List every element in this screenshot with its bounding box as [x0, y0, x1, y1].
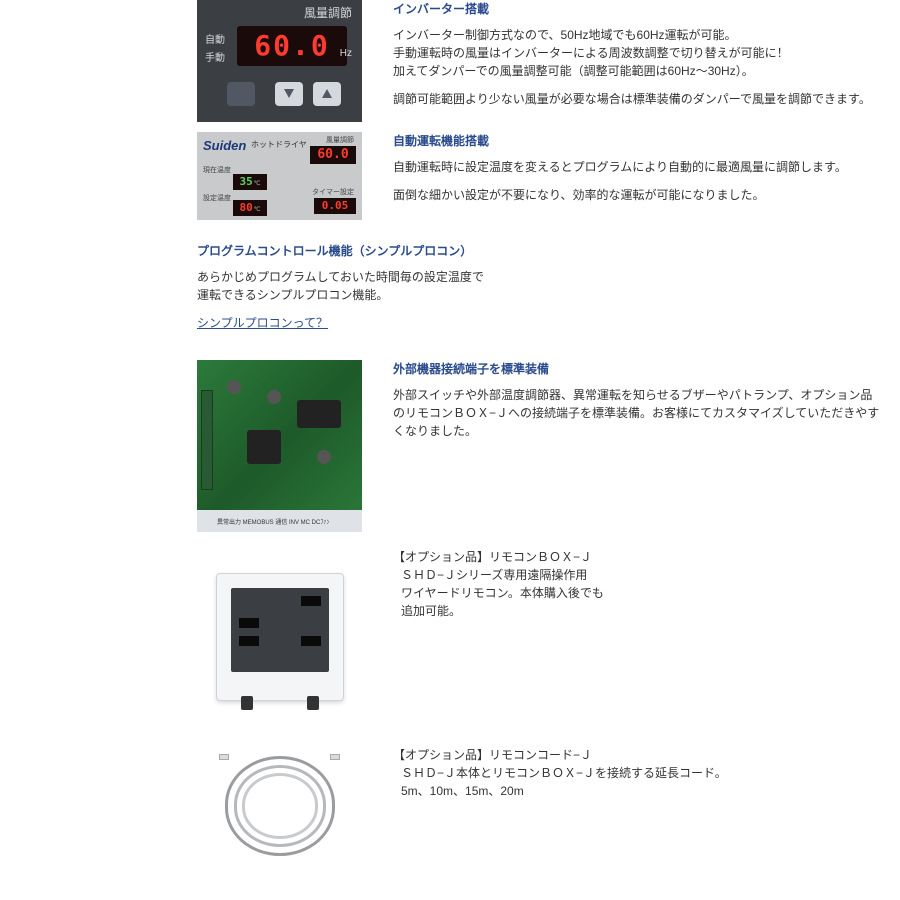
switch-button-icon: 切替	[227, 82, 255, 106]
remote-cord-line3: 5m、10m、15m、20m	[393, 782, 880, 800]
panel-unit: Hz	[340, 46, 352, 61]
panel-mock-1: 風量調節 自動 手動 60.0 Hz 切替	[197, 0, 362, 122]
para-inverter-2: 調節可能範囲より少ない風量が必要な場合は標準装備のダンパーで風量を調節できます。	[393, 90, 880, 108]
para-terminal: 外部スイッチや外部温度調節器、異常運転を知らせるブザーやパトランプ、オプション品…	[393, 386, 880, 440]
panel-mode-labels: 自動 手動	[205, 32, 225, 68]
nowtemp-value: 35℃	[233, 174, 267, 190]
pcb-cap-icon	[317, 450, 331, 464]
para-procon: あらかじめプログラムしておいた時間毎の設定温度で 運転できるシンプルプロコン機能…	[197, 268, 880, 304]
para-auto-2: 面倒な細かい設定が不要になり、効率的な運転が可能になりました。	[393, 186, 880, 204]
image-inverter-panel: 風量調節 自動 手動 60.0 Hz 切替	[197, 0, 377, 122]
heading-procon: プログラムコントロール機能（シンプルプロコン）	[197, 242, 880, 260]
pcb-terminal-icon	[201, 390, 213, 490]
cord-plug-icon	[330, 754, 340, 760]
remote-box-line4: 追加可能。	[393, 602, 880, 620]
remote-box-icon: Suiden	[216, 573, 344, 701]
down-button-icon	[275, 82, 303, 106]
remote-cord-line1: 【オプション品】リモコンコード−Ｊ	[393, 746, 880, 764]
pcb-chip-icon	[247, 430, 281, 464]
para-inverter-1: インバーター制御方式なので、50Hz地域でも60Hz運転が可能。 手動運転時の風…	[393, 26, 880, 80]
section-remote-box: Suiden 【オプション品】リモコンＢＯＸ−Ｊ ＳＨＤ−Ｊシリーズ専用遠隔操作…	[197, 548, 880, 726]
procon-link[interactable]: シンプルプロコンって？	[197, 316, 328, 330]
panel-title: 風量調節	[304, 4, 352, 22]
timer-value: 0.05	[314, 198, 356, 214]
section-inverter: 風量調節 自動 手動 60.0 Hz 切替 インバーター搭載 インバーター制御方…	[197, 0, 880, 122]
section-procon: プログラムコントロール機能（シンプルプロコン） あらかじめプログラムしておいた時…	[197, 242, 880, 332]
heading-auto: 自動運転機能搭載	[393, 132, 880, 150]
settemp-label: 設定温度	[203, 194, 231, 205]
text-remote-cord: 【オプション品】リモコンコード−Ｊ ＳＨＤ−Ｊ本体とリモコンＢＯＸ−Ｊを接続する…	[377, 746, 880, 800]
section-remote-cord: 【オプション品】リモコンコード−Ｊ ＳＨＤ−Ｊ本体とリモコンＢＯＸ−Ｊを接続する…	[197, 746, 880, 866]
panel-value: 60.0	[237, 26, 347, 66]
remote-box-line1: 【オプション品】リモコンＢＯＸ−Ｊ	[393, 548, 880, 566]
cord-plug-icon	[219, 754, 229, 760]
text-auto: 自動運転機能搭載 自動運転時に設定温度を変えるとプログラムにより自動的に最適風量…	[377, 132, 880, 214]
remote-box-mock: Suiden	[197, 548, 362, 726]
section-terminal: 異常出力 MEMOBUS 通信 INV MC DCﾌｧﾝ 外部機器接続端子を標準…	[197, 360, 880, 532]
timer-label: タイマー設定	[312, 188, 354, 199]
para-auto-1: 自動運転時に設定温度を変えるとプログラムにより自動的に最適風量に調節します。	[393, 158, 880, 176]
pcb-cap-icon	[267, 390, 281, 404]
image-remote-cord	[197, 746, 377, 866]
brand-sub: ホットドライヤ	[251, 139, 307, 151]
heading-inverter: インバーター搭載	[393, 0, 880, 18]
section-auto: Suiden ホットドライヤ 風量調節 60.0 現在温度 35℃ 設定温度 8…	[197, 132, 880, 220]
remote-box-line3: ワイヤードリモコン。本体購入後でも	[393, 584, 880, 602]
image-pcb: 異常出力 MEMOBUS 通信 INV MC DCﾌｧﾝ	[197, 360, 377, 532]
remote-cord-line2: ＳＨＤ−Ｊ本体とリモコンＢＯＸ−Ｊを接続する延長コード。	[393, 764, 880, 782]
remote-panel-icon	[231, 588, 329, 672]
pcb-mock: 異常出力 MEMOBUS 通信 INV MC DCﾌｧﾝ	[197, 360, 362, 532]
text-terminal: 外部機器接続端子を標準装備 外部スイッチや外部温度調節器、異常運転を知らせるブザ…	[377, 360, 880, 450]
remote-box-line2: ＳＨＤ−Ｊシリーズ専用遠隔操作用	[393, 566, 880, 584]
image-remote-box: Suiden	[197, 548, 377, 726]
text-remote-box: 【オプション品】リモコンＢＯＸ−Ｊ ＳＨＤ−Ｊシリーズ専用遠隔操作用 ワイヤード…	[377, 548, 880, 620]
brand-text: Suiden	[203, 136, 246, 156]
settemp-value: 80℃	[233, 200, 267, 216]
up-button-icon	[313, 82, 341, 106]
pcb-chip-icon	[297, 400, 341, 428]
panel-mock-2: Suiden ホットドライヤ 風量調節 60.0 現在温度 35℃ 設定温度 8…	[197, 132, 362, 220]
airflow-label: 風量調節	[326, 136, 354, 147]
cord-mock	[197, 746, 362, 866]
heading-terminal: 外部機器接続端子を標準装備	[393, 360, 880, 378]
pcb-cap-icon	[227, 380, 241, 394]
airflow-value: 60.0	[310, 146, 356, 164]
pcb-labels: 異常出力 MEMOBUS 通信 INV MC DCﾌｧﾝ	[217, 519, 329, 528]
text-inverter: インバーター搭載 インバーター制御方式なので、50Hz地域でも60Hz運転が可能…	[377, 0, 880, 118]
nowtemp-label: 現在温度	[203, 166, 231, 177]
cord-coil-icon	[225, 756, 335, 856]
image-auto-panel: Suiden ホットドライヤ 風量調節 60.0 現在温度 35℃ 設定温度 8…	[197, 132, 377, 220]
